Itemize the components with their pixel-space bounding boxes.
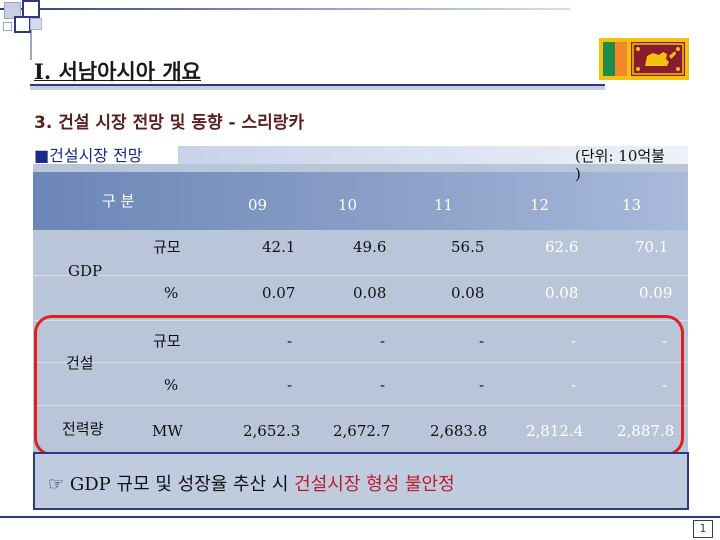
table-cell: 70.1 [635,238,669,256]
table-cell: 0.08 [545,284,579,302]
year-header: 09 [248,196,268,214]
pointing-hand-icon: ☞ [48,474,65,495]
table-cell: 2,652.3 [243,422,301,440]
table-cell: 0.08 [353,284,387,302]
row-divider [33,405,688,406]
row-metric: 규모 [153,238,181,256]
table-cell: 42.1 [262,238,296,256]
decor-square [30,18,42,30]
row-group-label: GDP [68,262,103,280]
title-underline-band [30,84,605,90]
construction-highlight-box [34,315,684,456]
year-header: 10 [338,196,358,214]
decor-square [22,0,40,18]
row-divider [33,275,688,276]
decor-square [4,2,21,19]
section-label: 건설시장 전망 [49,146,143,165]
table-cell: 0.07 [262,284,296,302]
decor-square [14,16,31,33]
note-text: ☞ GDP 규모 및 성장율 추산 시 건설시장 형성 불안정 [48,470,455,496]
year-header: 13 [622,196,642,214]
table-cell: - [287,376,293,394]
table-header-band [33,172,688,230]
decor-square [3,22,12,31]
row-metric: 규모 [153,332,181,350]
slide-subtitle: 3. 건설 시장 전망 및 동향 - 스리랑카 [34,113,305,133]
year-header: 12 [530,196,550,214]
table-cell: 2,887.8 [617,422,675,440]
bullet-icon: ■ [34,146,50,165]
flag-maroon-field [631,42,685,76]
bottom-rule [0,516,720,518]
row-metric: % [164,376,179,394]
year-header: 11 [434,196,454,214]
row-divider [33,320,688,321]
table-cell: 2,672.7 [333,422,391,440]
section-band [178,146,688,166]
table-cell: 62.6 [545,238,579,256]
table-cell: 49.6 [353,238,387,256]
row-group-label: 건설 [66,354,94,372]
page-number: 1 [693,520,713,538]
table-cell: - [662,376,668,394]
top-rule [0,8,570,10]
flag-green-stripe [603,42,615,76]
header-label: 구 분 [102,192,135,210]
table-cell: - [380,332,386,350]
note-plain: GDP 규모 및 성장율 추산 시 [69,474,295,495]
row-metric: % [164,284,179,302]
left-vertical-rule [30,0,32,60]
table-cell: - [479,332,485,350]
section-heading: ■건설시장 전망 [34,142,143,166]
table-cell: 0.08 [451,284,485,302]
row-metric: MW [152,422,183,440]
table-cell: - [380,376,386,394]
table-cell: 2,812.4 [526,422,584,440]
note-box [33,452,689,510]
title-underline [30,84,605,86]
lion-icon [632,43,684,75]
table-cell: - [571,376,577,394]
row-group-label: 전력량 [62,420,104,438]
table-cell: - [479,376,485,394]
note-highlight: 건설시장 형성 불안정 [294,474,455,495]
flag-orange-stripe [615,42,627,76]
table-cell: 2,683.8 [430,422,488,440]
table-cell: - [662,332,668,350]
slide-title: I. 서남아시아 개요 [34,59,201,84]
unit-label: (단위: 10억불 ) [575,147,665,183]
table-cell: 0.09 [639,284,673,302]
table-cell: - [287,332,293,350]
sri-lanka-flag [599,38,689,80]
table-cell: - [571,332,577,350]
table-cell: 56.5 [451,238,485,256]
row-divider [33,362,688,363]
